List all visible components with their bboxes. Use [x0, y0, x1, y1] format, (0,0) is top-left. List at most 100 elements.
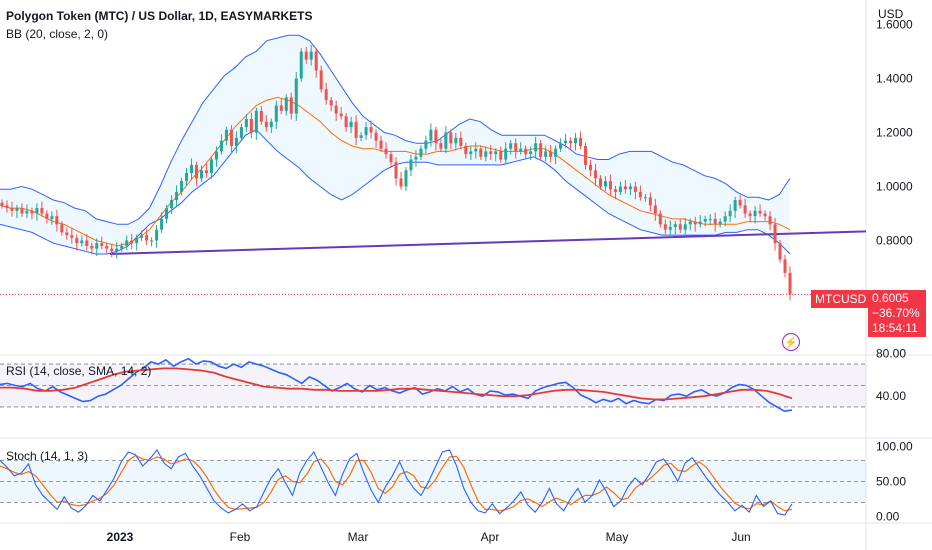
- candle: [204, 170, 208, 173]
- candle: [643, 197, 647, 199]
- candle: [75, 237, 79, 244]
- candle: [165, 208, 169, 219]
- candle: [618, 186, 622, 192]
- candle: [509, 143, 513, 149]
- candle: [294, 78, 298, 114]
- current-price-value: 0.6005: [872, 291, 909, 305]
- candle: [444, 132, 448, 149]
- candle: [145, 235, 149, 241]
- candle: [593, 170, 597, 179]
- candle: [748, 213, 752, 217]
- candle: [155, 229, 159, 241]
- candle: [434, 129, 438, 144]
- candle: [733, 200, 737, 211]
- candle: [359, 135, 363, 138]
- candle: [80, 240, 84, 244]
- candle: [95, 243, 99, 249]
- candle: [598, 178, 602, 187]
- candle: [608, 181, 612, 190]
- candle: [15, 208, 19, 211]
- candle: [259, 110, 263, 122]
- candle: [499, 151, 503, 160]
- candle: [339, 113, 343, 117]
- candle: [589, 164, 593, 171]
- candle: [753, 210, 757, 217]
- bb-upper-line: [0, 34, 791, 225]
- time-axis-label: May: [606, 530, 629, 544]
- candle: [514, 143, 518, 152]
- candle: [219, 140, 223, 152]
- bar-countdown: 18:54:11: [872, 321, 918, 335]
- candle: [574, 137, 578, 144]
- candle: [35, 208, 39, 214]
- candle: [364, 127, 368, 136]
- candle: [65, 232, 69, 236]
- candle: [484, 151, 488, 157]
- lightning-icon[interactable]: ⚡: [782, 333, 800, 351]
- candle: [559, 143, 563, 149]
- candle: [5, 205, 9, 209]
- time-axis-label: 2023: [107, 530, 134, 544]
- candle: [299, 51, 303, 79]
- candle: [663, 224, 667, 230]
- candle: [229, 129, 233, 146]
- price-tick-label: 1.2000: [876, 126, 913, 140]
- candle: [449, 132, 453, 144]
- current-price-box: 0.6005 −36.70% 18:54:11: [868, 290, 926, 337]
- candle: [773, 224, 777, 244]
- stoch-k-line: [0, 448, 793, 516]
- candle: [279, 105, 283, 111]
- candle: [40, 208, 44, 214]
- candle: [384, 148, 388, 155]
- candle: [130, 240, 134, 244]
- candle: [324, 89, 328, 101]
- candle: [658, 213, 662, 225]
- candles: [0, 45, 792, 301]
- candle: [713, 218, 717, 225]
- symbol-price-label: MTCUSD: [811, 290, 871, 308]
- candle: [60, 224, 64, 233]
- time-axis-label: Feb: [230, 530, 251, 544]
- candle: [70, 235, 74, 238]
- candle: [414, 156, 418, 160]
- candle: [334, 105, 338, 114]
- candle: [544, 151, 548, 157]
- price-change-percent: −36.70%: [872, 306, 920, 320]
- candle: [369, 127, 373, 133]
- candle: [20, 208, 24, 214]
- candle: [623, 186, 627, 190]
- candle: [254, 110, 258, 133]
- candle: [763, 213, 767, 217]
- candle: [344, 116, 348, 128]
- candle: [519, 148, 523, 152]
- candle: [673, 224, 677, 227]
- candle: [688, 221, 692, 225]
- rsi-ma-line: [0, 367, 793, 401]
- time-axis-label: Jun: [731, 530, 750, 544]
- candle: [374, 132, 378, 141]
- candle: [319, 70, 323, 90]
- candle: [399, 178, 403, 187]
- bb-indicator-label[interactable]: BB (20, close, 2, 0): [6, 27, 109, 41]
- candle: [628, 186, 632, 190]
- candle: [100, 243, 104, 246]
- candle: [648, 197, 652, 206]
- stoch-tick-label: 50.00: [876, 474, 906, 488]
- candle: [489, 151, 493, 155]
- candle: [25, 210, 29, 214]
- candle: [209, 159, 213, 173]
- candle: [85, 240, 89, 246]
- stoch-indicator-label[interactable]: Stoch (14, 1, 3): [6, 449, 89, 463]
- candle: [693, 221, 697, 225]
- candle: [638, 191, 642, 198]
- candle: [633, 186, 637, 192]
- rsi-tick-label: 80.00: [876, 346, 906, 360]
- rsi-indicator-label[interactable]: RSI (14, close, SMA, 14, 2): [6, 364, 152, 378]
- candle: [464, 146, 468, 155]
- candle: [195, 164, 199, 179]
- candle: [115, 248, 119, 252]
- candle: [529, 151, 533, 155]
- candle: [579, 137, 583, 146]
- candle: [45, 213, 49, 219]
